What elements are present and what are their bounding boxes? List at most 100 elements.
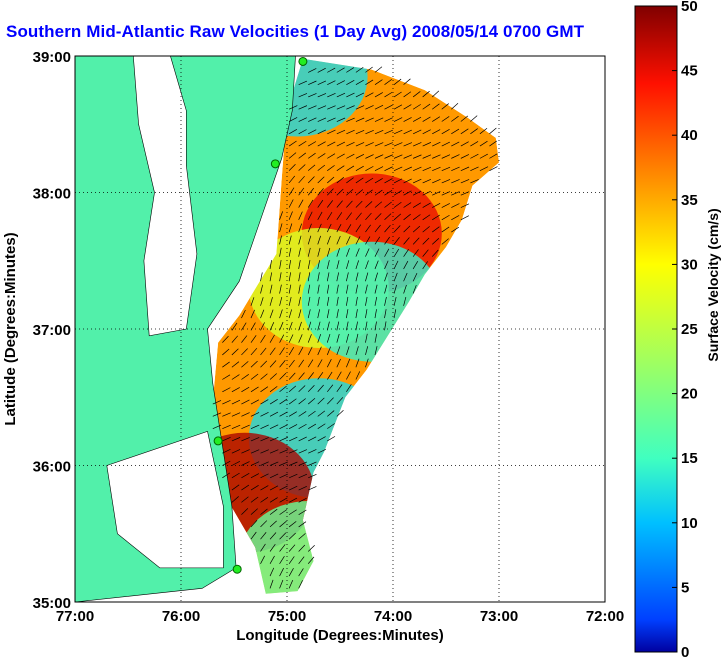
current-vector xyxy=(403,249,409,257)
current-vector xyxy=(393,190,402,196)
current-vector xyxy=(384,129,393,135)
current-vector xyxy=(288,296,292,306)
current-vector xyxy=(231,322,238,331)
current-vector xyxy=(260,496,269,503)
current-vector xyxy=(355,117,365,122)
current-vector xyxy=(250,508,258,515)
current-vector xyxy=(260,309,265,319)
current-vector xyxy=(374,224,381,233)
current-vector xyxy=(317,284,320,294)
current-vector xyxy=(307,296,311,306)
current-vector xyxy=(279,321,284,331)
current-vector xyxy=(403,178,412,184)
colorbar xyxy=(634,5,678,653)
current-vector xyxy=(336,80,345,85)
current-vector xyxy=(250,347,258,356)
current-vector xyxy=(451,154,460,159)
current-vector xyxy=(317,223,322,233)
current-vector xyxy=(288,334,294,343)
current-vector xyxy=(355,154,365,159)
current-vector xyxy=(393,260,399,270)
current-vector xyxy=(326,333,331,343)
current-vector xyxy=(260,272,263,282)
current-vector xyxy=(222,399,231,405)
current-vector xyxy=(250,520,258,528)
current-vector xyxy=(346,248,350,257)
current-vector xyxy=(355,105,365,110)
current-vector xyxy=(413,154,422,159)
current-vector xyxy=(432,129,441,135)
current-vector xyxy=(393,91,402,98)
current-vector xyxy=(307,164,316,171)
current-vector xyxy=(384,225,391,233)
current-vector xyxy=(327,153,336,159)
current-vector xyxy=(403,91,412,98)
current-vector xyxy=(317,199,324,208)
current-vector xyxy=(298,359,305,368)
current-vector xyxy=(346,117,355,122)
current-vector xyxy=(470,141,479,147)
current-vector xyxy=(307,211,313,220)
current-vector xyxy=(279,309,283,319)
current-vector xyxy=(451,166,460,171)
current-vector xyxy=(374,178,383,184)
current-vector xyxy=(307,187,315,196)
current-vector xyxy=(288,579,294,589)
current-vector xyxy=(307,334,312,343)
current-vector xyxy=(260,386,269,393)
current-vector xyxy=(308,93,317,98)
current-vector xyxy=(241,335,248,343)
current-vector xyxy=(279,497,288,503)
current-vector xyxy=(365,296,368,306)
current-vector xyxy=(327,80,336,85)
current-vector xyxy=(384,213,392,221)
current-vector xyxy=(298,164,306,171)
current-vector xyxy=(307,359,314,368)
current-vector xyxy=(327,200,334,208)
current-vector xyxy=(336,321,340,331)
current-vector xyxy=(326,371,333,380)
current-vector xyxy=(327,436,336,442)
current-vector xyxy=(288,105,298,110)
current-vector xyxy=(451,128,460,135)
current-vector xyxy=(260,334,266,343)
current-vector xyxy=(298,117,307,122)
current-vector xyxy=(412,178,422,184)
current-vector xyxy=(479,166,489,171)
current-vector xyxy=(222,387,231,393)
station-marker xyxy=(298,56,308,66)
current-vector xyxy=(308,423,317,429)
colorbar-tick-label: 5 xyxy=(681,579,689,596)
current-vector xyxy=(327,117,336,122)
current-vector xyxy=(269,322,275,331)
colorbar-tick-label: 25 xyxy=(681,321,698,338)
current-vector xyxy=(403,260,409,270)
current-vector xyxy=(374,79,383,85)
current-vector xyxy=(260,297,264,306)
current-vector xyxy=(288,247,292,257)
current-vector xyxy=(222,374,231,380)
current-vector xyxy=(298,235,302,245)
current-vector xyxy=(336,129,346,135)
current-vector xyxy=(288,385,297,393)
current-vector xyxy=(412,190,422,196)
current-vector xyxy=(327,176,335,184)
current-vector xyxy=(355,309,358,319)
current-vector xyxy=(317,188,324,196)
current-vector xyxy=(269,334,275,343)
current-vector xyxy=(393,129,403,135)
current-vector xyxy=(279,211,283,220)
current-vector xyxy=(479,153,488,159)
current-vector xyxy=(365,309,368,319)
current-vector xyxy=(269,532,277,540)
current-vector xyxy=(288,272,292,282)
current-vector xyxy=(327,165,335,171)
current-vector xyxy=(412,249,419,257)
current-vector xyxy=(346,236,351,245)
current-vector xyxy=(269,284,273,294)
current-vector xyxy=(298,152,307,159)
current-vector xyxy=(393,78,402,85)
current-vector xyxy=(374,213,382,221)
current-vector xyxy=(241,322,247,331)
current-vector xyxy=(269,520,277,528)
